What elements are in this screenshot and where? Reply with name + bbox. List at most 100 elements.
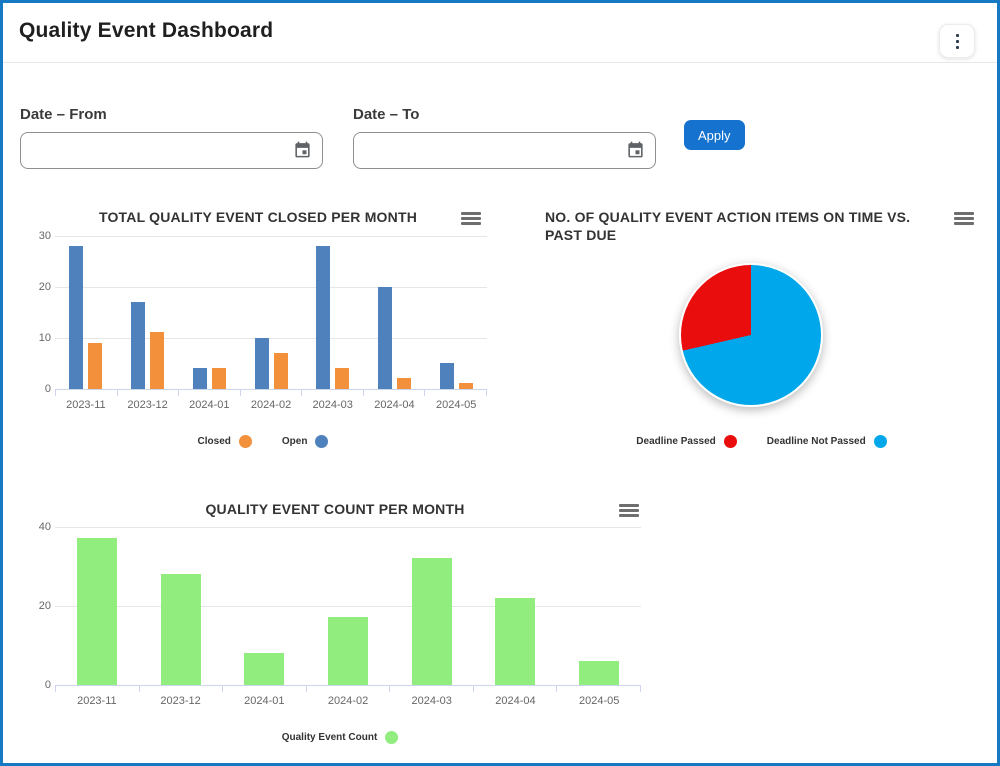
x-tick (302, 389, 364, 396)
gridline (55, 337, 487, 339)
x-axis-labels: 2023-11 2023-12 2024-01 2024-02 2024-03 2024-… (55, 399, 487, 411)
legend-swatch-icon (723, 435, 737, 448)
legend-label: Deadline Passed (636, 436, 716, 447)
x-tick-label: 2023-11 (77, 694, 117, 707)
hamburger-menu-icon[interactable] (619, 504, 639, 517)
bar-closed-2023-11[interactable] (88, 342, 103, 389)
bar-open-2024-02[interactable] (254, 337, 269, 389)
x-tick-label: 2024-03 (312, 398, 353, 411)
bar-quality-event-count-2024-02[interactable] (328, 617, 369, 685)
bar-group-2023-12 (139, 573, 223, 685)
date-to-calendar-button[interactable] (624, 138, 647, 164)
bar-group-2023-12 (117, 301, 179, 389)
x-tick (307, 685, 391, 692)
x-tick-label: 2024-02 (250, 398, 292, 411)
bar-open-2023-12[interactable] (131, 301, 146, 389)
bar-group-2024-02 (306, 617, 390, 685)
bar-closed-2024-04[interactable] (396, 378, 411, 389)
bar-open-2024-03[interactable] (316, 245, 331, 389)
bar-open-2024-05[interactable] (439, 363, 454, 389)
bar-group-2024-03 (390, 558, 474, 685)
legend-label: Open (281, 436, 308, 447)
bar-group-2024-04 (474, 597, 558, 685)
legend-item-quality-event-count[interactable]: Quality Event Count (282, 731, 399, 744)
x-tick-label: 2024-01 (244, 694, 285, 707)
legend-swatch-icon (315, 435, 329, 448)
chart-quality-event-count-per-month: QUALITY EVENT COUNT PER MONTH 0 20 40 2023… (33, 495, 647, 761)
pie-chart[interactable] (679, 263, 823, 407)
date-from-input[interactable] (31, 142, 291, 159)
x-tick-label: 2024-04 (495, 694, 536, 707)
chart-legend: Quality Event Count (33, 731, 647, 744)
legend-item-closed[interactable]: Closed (198, 435, 252, 448)
gridline (55, 286, 487, 288)
bar-open-2024-04[interactable] (377, 286, 392, 389)
more-options-button[interactable] (939, 24, 975, 58)
bar-group-2024-03 (302, 245, 364, 389)
date-from-label: Date – From (20, 106, 107, 123)
bar-closed-2024-05[interactable] (458, 383, 473, 389)
bar-closed-2023-12[interactable] (150, 332, 165, 389)
bar-group-2024-01 (178, 368, 240, 389)
x-axis-ticks (55, 389, 488, 396)
x-tick (474, 685, 558, 692)
bar-quality-event-count-2024-05[interactable] (579, 660, 620, 685)
header-divider (3, 62, 997, 63)
chart-action-items-on-time-vs-past-due: NO. OF QUALITY EVENT ACTION ITEMS ON TIM… (543, 203, 980, 465)
bar-closed-2024-02[interactable] (273, 352, 288, 389)
bar-group-2024-05 (425, 363, 487, 389)
y-tick-label: 0 (44, 382, 51, 395)
hamburger-menu-icon[interactable] (461, 212, 481, 225)
x-axis-labels: 2023-11 2023-12 2024-01 2024-02 2024-03 2024-… (55, 695, 641, 707)
calendar-icon (626, 140, 645, 162)
x-tick (55, 685, 140, 692)
bar-closed-2024-01[interactable] (211, 368, 226, 389)
x-tick-label: 2023-12 (127, 398, 168, 411)
y-tick-label: 30 (38, 229, 51, 242)
x-axis-ticks (55, 685, 642, 692)
hamburger-menu-icon[interactable] (954, 212, 974, 225)
x-tick (223, 685, 307, 692)
legend-swatch-icon (385, 731, 399, 744)
x-tick-label: 2024-01 (189, 398, 230, 411)
y-tick-label: 20 (38, 599, 51, 612)
bar-open-2024-01[interactable] (192, 368, 207, 389)
bar-open-2023-11[interactable] (69, 245, 84, 389)
bar-group-2024-04 (364, 286, 426, 389)
bar-quality-event-count-2024-04[interactable] (495, 597, 536, 685)
date-from-calendar-button[interactable] (291, 138, 314, 164)
x-tick (557, 685, 642, 692)
bar-quality-event-count-2023-11[interactable] (76, 538, 117, 685)
bar-group-2024-01 (222, 652, 306, 685)
x-tick (241, 389, 303, 396)
legend-label: Deadline Not Passed (766, 436, 866, 447)
gridline (55, 526, 641, 528)
legend-swatch-icon (238, 435, 252, 448)
chart-legend: Closed Open (33, 435, 493, 448)
bar-group-2024-05 (557, 660, 641, 685)
x-tick (118, 389, 180, 396)
bar-quality-event-count-2024-03[interactable] (411, 558, 452, 685)
y-tick-label: 20 (38, 280, 51, 293)
plot-area: 0 10 20 30 (39, 230, 487, 395)
x-tick-label: 2023-11 (66, 398, 106, 411)
gridline (55, 235, 487, 237)
x-tick (390, 685, 474, 692)
bar-closed-2024-03[interactable] (335, 368, 350, 389)
legend-item-deadline-not-passed[interactable]: Deadline Not Passed (767, 435, 887, 448)
date-to-input[interactable] (364, 142, 624, 159)
x-tick (140, 685, 224, 692)
bar-quality-event-count-2023-12[interactable] (160, 573, 201, 685)
apply-button[interactable]: Apply (684, 120, 745, 150)
legend-item-deadline-passed[interactable]: Deadline Passed (636, 435, 737, 448)
bar-group-2024-02 (240, 337, 302, 389)
bar-quality-event-count-2024-01[interactable] (244, 652, 285, 685)
page-title: Quality Event Dashboard (19, 19, 274, 42)
y-tick-label: 10 (38, 331, 51, 344)
legend-item-open[interactable]: Open (282, 435, 329, 448)
y-tick-label: 40 (38, 520, 51, 533)
x-tick (55, 389, 118, 396)
bars-layer (55, 528, 641, 685)
plot-area: 0 20 40 (39, 521, 641, 691)
x-tick-label: 2024-02 (327, 694, 369, 707)
